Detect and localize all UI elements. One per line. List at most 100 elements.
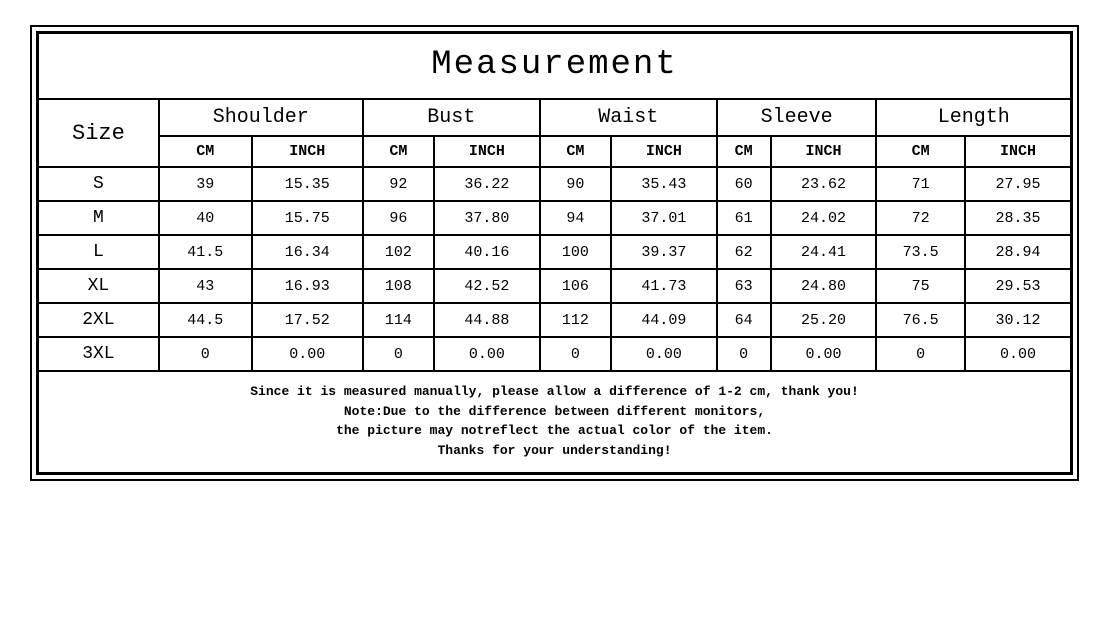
note-line: the picture may notreflect the actual co…: [45, 421, 1064, 441]
value-cell: 92: [363, 167, 434, 201]
size-cell: XL: [38, 269, 159, 303]
value-cell: 0: [717, 337, 771, 371]
value-cell: 90: [540, 167, 611, 201]
table-row: 2XL 44.5 17.52 114 44.88 112 44.09 64 25…: [38, 303, 1071, 337]
table-row: S 39 15.35 92 36.22 90 35.43 60 23.62 71…: [38, 167, 1071, 201]
value-cell: 76.5: [876, 303, 965, 337]
value-cell: 27.95: [965, 167, 1071, 201]
value-cell: 102: [363, 235, 434, 269]
table-title: Measurement: [38, 33, 1071, 99]
value-cell: 0: [159, 337, 252, 371]
value-cell: 64: [717, 303, 771, 337]
value-cell: 42.52: [434, 269, 540, 303]
note-cell: Since it is measured manually, please al…: [38, 371, 1071, 473]
value-cell: 39.37: [611, 235, 717, 269]
value-cell: 73.5: [876, 235, 965, 269]
value-cell: 44.09: [611, 303, 717, 337]
size-cell: S: [38, 167, 159, 201]
value-cell: 44.88: [434, 303, 540, 337]
measurement-table: Measurement Size Shoulder Bust Waist Sle…: [36, 31, 1073, 475]
size-cell: 2XL: [38, 303, 159, 337]
value-cell: 40: [159, 201, 252, 235]
unit-cm: CM: [540, 136, 611, 167]
value-cell: 24.41: [771, 235, 877, 269]
table-frame: Measurement Size Shoulder Bust Waist Sle…: [30, 25, 1079, 481]
unit-inch: INCH: [611, 136, 717, 167]
table-row: L 41.5 16.34 102 40.16 100 39.37 62 24.4…: [38, 235, 1071, 269]
value-cell: 16.34: [252, 235, 363, 269]
value-cell: 30.12: [965, 303, 1071, 337]
value-cell: 28.35: [965, 201, 1071, 235]
unit-inch: INCH: [434, 136, 540, 167]
value-cell: 0: [876, 337, 965, 371]
value-cell: 112: [540, 303, 611, 337]
value-cell: 15.35: [252, 167, 363, 201]
value-cell: 37.01: [611, 201, 717, 235]
table-row: M 40 15.75 96 37.80 94 37.01 61 24.02 72…: [38, 201, 1071, 235]
value-cell: 71: [876, 167, 965, 201]
col-header-bust: Bust: [363, 99, 540, 136]
value-cell: 62: [717, 235, 771, 269]
table-row: 3XL 0 0.00 0 0.00 0 0.00 0 0.00 0 0.00: [38, 337, 1071, 371]
unit-cm: CM: [159, 136, 252, 167]
col-header-shoulder: Shoulder: [159, 99, 363, 136]
value-cell: 100: [540, 235, 611, 269]
value-cell: 0.00: [611, 337, 717, 371]
value-cell: 35.43: [611, 167, 717, 201]
value-cell: 114: [363, 303, 434, 337]
note-row: Since it is measured manually, please al…: [38, 371, 1071, 473]
value-cell: 60: [717, 167, 771, 201]
value-cell: 72: [876, 201, 965, 235]
value-cell: 36.22: [434, 167, 540, 201]
value-cell: 17.52: [252, 303, 363, 337]
value-cell: 23.62: [771, 167, 877, 201]
unit-cm: CM: [363, 136, 434, 167]
unit-cm: CM: [717, 136, 771, 167]
value-cell: 63: [717, 269, 771, 303]
size-header: Size: [38, 99, 159, 167]
unit-inch: INCH: [771, 136, 877, 167]
value-cell: 28.94: [965, 235, 1071, 269]
value-cell: 41.5: [159, 235, 252, 269]
note-line: Thanks for your understanding!: [45, 441, 1064, 461]
value-cell: 0: [363, 337, 434, 371]
value-cell: 16.93: [252, 269, 363, 303]
size-cell: M: [38, 201, 159, 235]
value-cell: 0.00: [252, 337, 363, 371]
value-cell: 0.00: [434, 337, 540, 371]
note-line: Since it is measured manually, please al…: [45, 382, 1064, 402]
unit-inch: INCH: [965, 136, 1071, 167]
value-cell: 39: [159, 167, 252, 201]
value-cell: 29.53: [965, 269, 1071, 303]
size-cell: L: [38, 235, 159, 269]
header-row-2: CM INCH CM INCH CM INCH CM INCH CM INCH: [38, 136, 1071, 167]
note-line: Note:Due to the difference between diffe…: [45, 402, 1064, 422]
value-cell: 40.16: [434, 235, 540, 269]
col-header-sleeve: Sleeve: [717, 99, 877, 136]
unit-cm: CM: [876, 136, 965, 167]
value-cell: 0.00: [965, 337, 1071, 371]
table-row: XL 43 16.93 108 42.52 106 41.73 63 24.80…: [38, 269, 1071, 303]
header-row-1: Size Shoulder Bust Waist Sleeve Length: [38, 99, 1071, 136]
value-cell: 106: [540, 269, 611, 303]
value-cell: 41.73: [611, 269, 717, 303]
value-cell: 43: [159, 269, 252, 303]
value-cell: 0: [540, 337, 611, 371]
value-cell: 94: [540, 201, 611, 235]
value-cell: 25.20: [771, 303, 877, 337]
value-cell: 24.80: [771, 269, 877, 303]
value-cell: 15.75: [252, 201, 363, 235]
col-header-length: Length: [876, 99, 1071, 136]
value-cell: 44.5: [159, 303, 252, 337]
unit-inch: INCH: [252, 136, 363, 167]
title-row: Measurement: [38, 33, 1071, 99]
col-header-waist: Waist: [540, 99, 717, 136]
value-cell: 61: [717, 201, 771, 235]
value-cell: 108: [363, 269, 434, 303]
value-cell: 0.00: [771, 337, 877, 371]
size-cell: 3XL: [38, 337, 159, 371]
value-cell: 37.80: [434, 201, 540, 235]
value-cell: 24.02: [771, 201, 877, 235]
value-cell: 75: [876, 269, 965, 303]
value-cell: 96: [363, 201, 434, 235]
